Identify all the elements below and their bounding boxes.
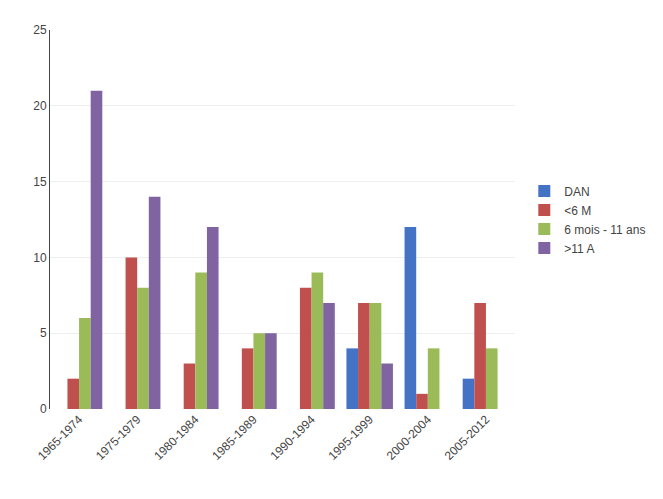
svg-text:5: 5 [40, 326, 47, 340]
svg-text:0: 0 [40, 402, 47, 416]
svg-text:DAN: DAN [564, 185, 589, 199]
svg-text:1985-1989: 1985-1989 [209, 412, 260, 463]
svg-text:10: 10 [33, 251, 47, 265]
svg-text:6 mois - 11 ans: 6 mois - 11 ans [564, 223, 645, 237]
svg-text:1975-1979: 1975-1979 [93, 412, 144, 463]
svg-text:1980-1984: 1980-1984 [151, 412, 202, 463]
svg-text:2000-2004: 2000-2004 [384, 412, 435, 463]
svg-text:>11 A: >11 A [564, 242, 594, 256]
svg-text:<6 M: <6 M [564, 204, 591, 218]
svg-text:25: 25 [33, 23, 47, 37]
svg-text:2005-2012: 2005-2012 [442, 412, 493, 463]
svg-text:20: 20 [33, 99, 47, 113]
svg-text:1995-1999: 1995-1999 [326, 412, 377, 463]
svg-text:1990-1994: 1990-1994 [267, 412, 318, 463]
svg-text:1965-1974: 1965-1974 [35, 412, 86, 463]
svg-text:15: 15 [33, 175, 47, 189]
